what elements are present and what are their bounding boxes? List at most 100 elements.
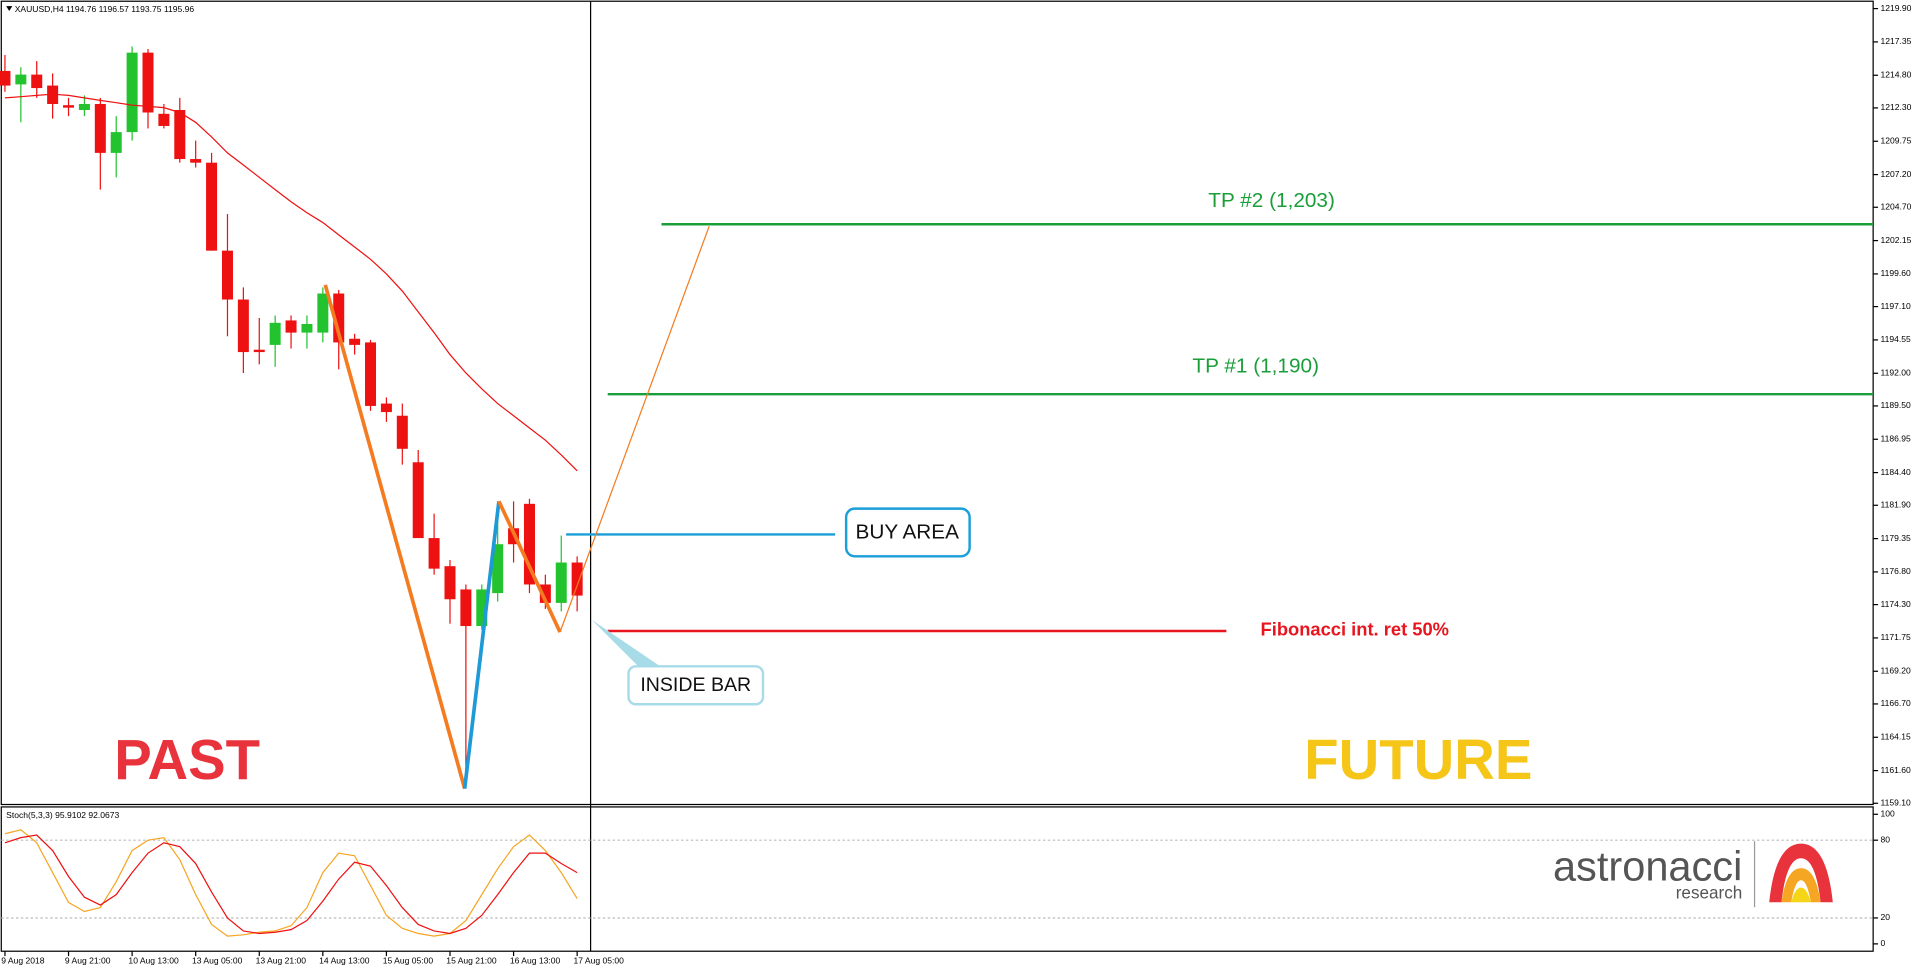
candle-body <box>253 349 265 353</box>
x-tick-label: 9 Aug 2018 <box>1 955 44 965</box>
y-tick-label: 1186.95 <box>1880 434 1911 444</box>
candle-body <box>349 338 361 345</box>
candle-body <box>365 342 377 406</box>
candle-body <box>190 159 202 163</box>
y-tick-label: 100 <box>1880 809 1895 819</box>
candle-body <box>0 70 11 86</box>
stoch-title: Stoch(5,3,3) 95.9102 92.0673 <box>6 810 119 820</box>
plot: 1219.90 1217.35 1214.80 1212.30 1209.75 1207.… <box>0 3 1912 965</box>
candle-body <box>206 162 218 251</box>
y-tick-label: 1192.00 <box>1880 368 1911 378</box>
candle-body <box>492 544 504 594</box>
x-tick-label: 9 Aug 21:00 <box>65 955 111 965</box>
zigzag-leg <box>462 501 501 789</box>
y-tick-label: 1159.10 <box>1880 798 1911 808</box>
x-tick-label: 15 Aug 21:00 <box>446 955 497 965</box>
zigzag-leg <box>323 284 467 790</box>
y-tick-label: 1212.30 <box>1880 102 1911 112</box>
level-label: BUY AREA <box>856 521 960 544</box>
y-tick-label: 1174.30 <box>1880 599 1911 609</box>
logo-icon <box>1791 887 1811 903</box>
candle-body <box>15 74 27 85</box>
candle-body <box>237 299 249 353</box>
y-tick-label: 1176.80 <box>1880 566 1911 576</box>
y-tick-label: 1202.15 <box>1880 235 1911 245</box>
y-tick-label: 1199.60 <box>1880 268 1911 278</box>
future-label: FUTURE <box>1304 728 1532 791</box>
candle-body <box>301 323 313 333</box>
candle-body <box>396 415 408 449</box>
y-tick-label: 1219.90 <box>1880 3 1911 13</box>
y-tick-label: 1214.80 <box>1880 70 1911 80</box>
stoch-line <box>4 829 578 937</box>
candle-body <box>444 566 456 600</box>
y-tick-label: 1169.20 <box>1880 666 1911 676</box>
candle-body <box>523 503 535 585</box>
candle-body <box>412 462 424 539</box>
candle-body <box>110 132 122 153</box>
x-tick-label: 10 Aug 13:00 <box>128 955 179 965</box>
y-tick-label: 1161.60 <box>1880 765 1911 775</box>
y-tick-label: 1197.10 <box>1880 301 1911 311</box>
x-tick-label: 13 Aug 21:00 <box>256 955 307 965</box>
level-label: TP #1 (1,190) <box>1192 354 1319 377</box>
y-tick-label: 1204.70 <box>1880 202 1911 212</box>
stoch-line <box>4 834 578 935</box>
candle-body <box>285 320 297 333</box>
y-tick-label: 20 <box>1880 912 1890 922</box>
buy-area-box <box>844 507 971 558</box>
candle-body <box>317 293 329 333</box>
projection-line <box>559 225 710 633</box>
logo-icon <box>1781 868 1821 903</box>
y-tick-label: 1179.35 <box>1880 533 1911 543</box>
candle-body <box>476 589 488 627</box>
zigzag-leg <box>497 500 562 633</box>
candle-body <box>174 110 186 160</box>
y-tick-label: 1207.20 <box>1880 169 1911 179</box>
x-tick-label: 13 Aug 05:00 <box>192 955 243 965</box>
x-tick-label: 17 Aug 05:00 <box>573 955 624 965</box>
y-tick-label: 1217.35 <box>1880 36 1911 46</box>
candle-body <box>269 322 281 345</box>
logo-tagline: research <box>1676 883 1743 902</box>
moving-average <box>4 93 578 472</box>
logo-icon <box>1769 843 1833 903</box>
callout-pointer <box>591 619 661 667</box>
candle-body <box>94 104 106 153</box>
title-arrow <box>6 6 13 12</box>
candle-body <box>126 52 138 133</box>
level-label: Fibonacci int. ret 50% <box>1261 619 1449 640</box>
stoch-panel <box>0 806 1874 952</box>
inside-bar-label: INSIDE BAR <box>640 674 751 696</box>
y-tick-label: 1171.75 <box>1880 632 1911 642</box>
x-tick-label: 15 Aug 05:00 <box>383 955 434 965</box>
candle-body <box>555 562 567 603</box>
y-tick-label: 1184.40 <box>1880 467 1911 477</box>
logo-name: astronacci <box>1553 842 1742 889</box>
candle-body <box>571 562 583 596</box>
y-tick-label: 1189.50 <box>1880 400 1911 410</box>
y-tick-label: 1209.75 <box>1880 136 1911 146</box>
y-tick-label: 0 <box>1880 938 1885 948</box>
candle-body <box>158 113 170 126</box>
y-tick-label: 1194.55 <box>1880 334 1911 344</box>
candle-body <box>333 293 345 343</box>
candle-body <box>428 538 440 569</box>
x-tick-label: 16 Aug 13:00 <box>510 955 561 965</box>
candle-body <box>78 104 90 111</box>
candle-body <box>221 250 233 300</box>
y-tick-label: 1181.90 <box>1880 500 1911 510</box>
past-label: PAST <box>114 728 260 791</box>
y-tick-label: 1166.70 <box>1880 698 1911 708</box>
candle-body <box>31 74 43 89</box>
inside-bar-box <box>627 665 765 706</box>
candle-body <box>63 105 75 108</box>
candle-body <box>539 584 551 603</box>
x-tick-label: 14 Aug 13:00 <box>319 955 370 965</box>
candle-body <box>142 52 154 113</box>
y-tick-label: 1164.15 <box>1880 732 1911 742</box>
candle-body <box>380 403 392 413</box>
candle-body <box>460 589 472 627</box>
y-tick-label: 80 <box>1880 834 1890 844</box>
